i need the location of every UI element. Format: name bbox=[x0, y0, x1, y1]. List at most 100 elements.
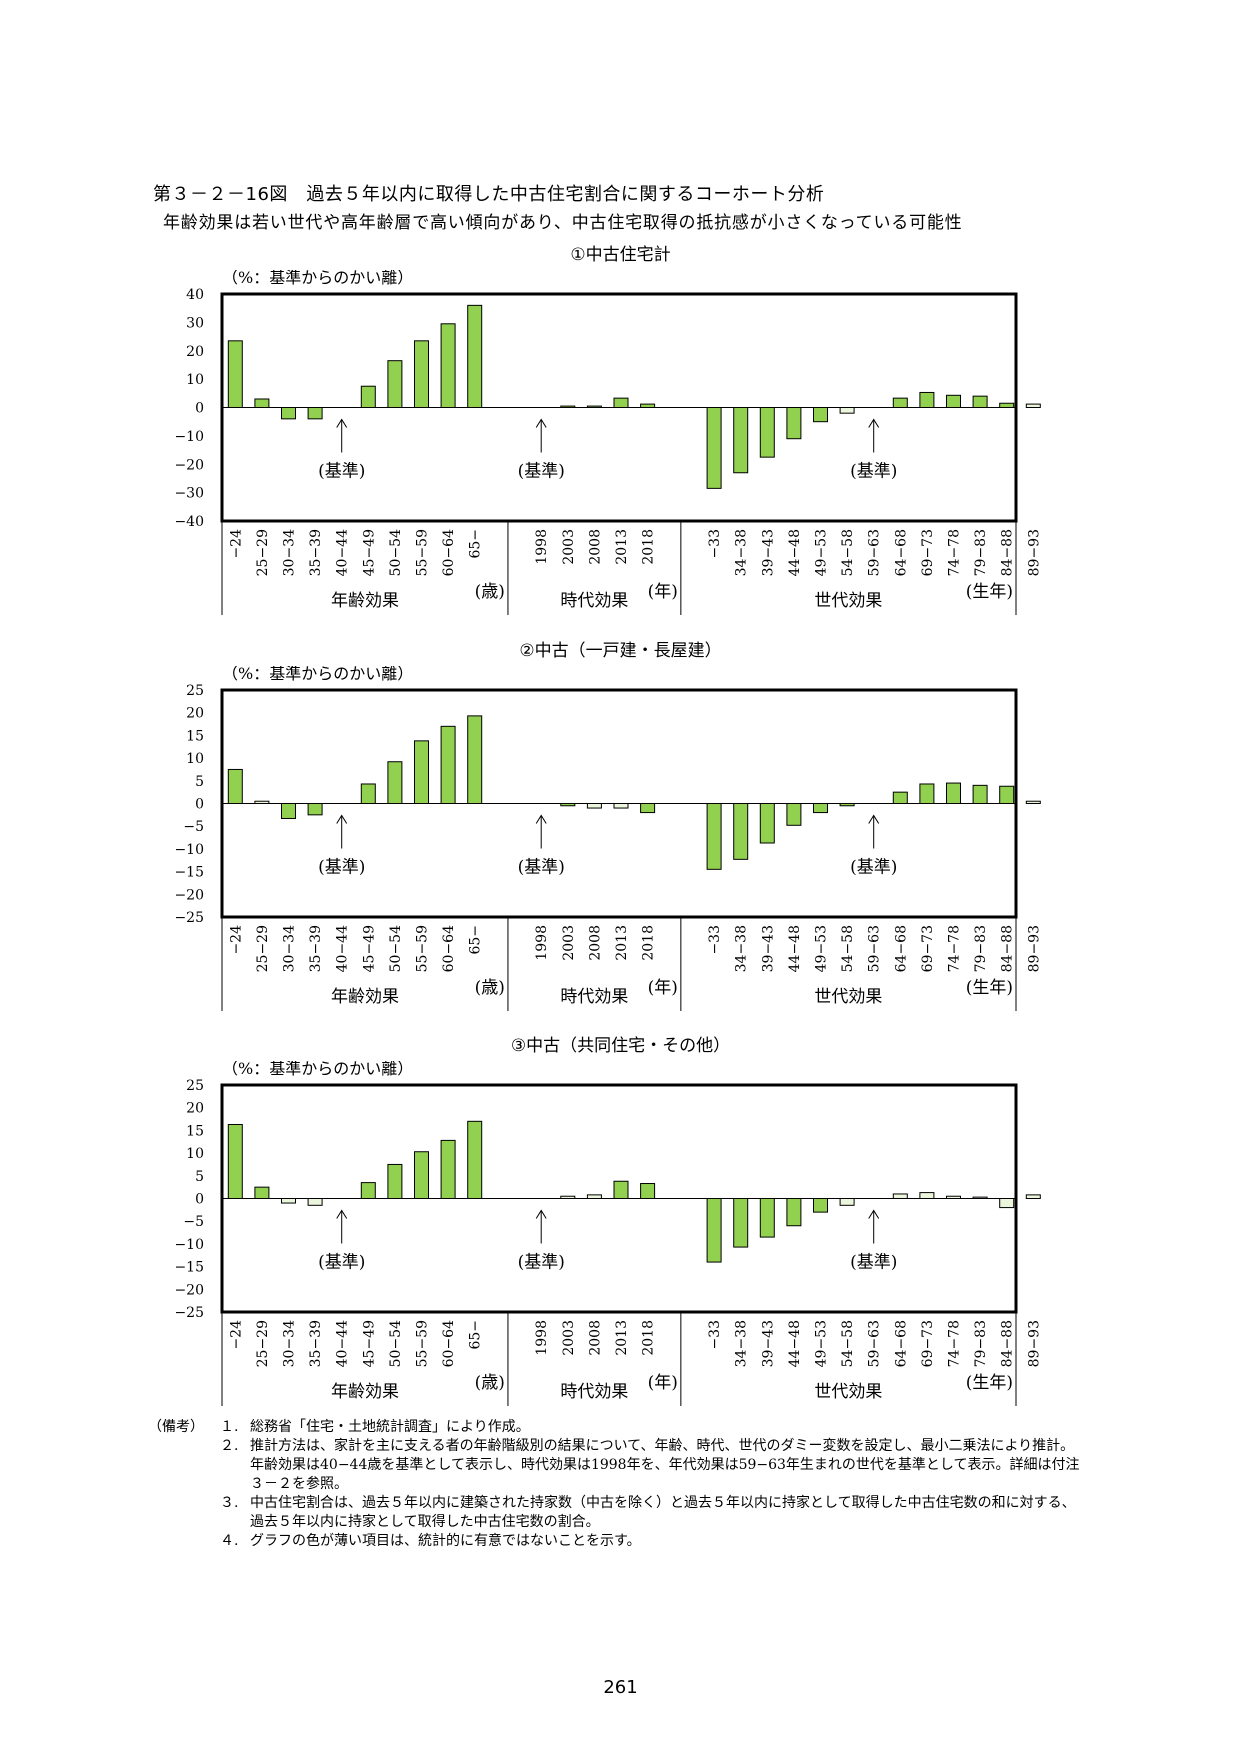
x-tick-label: 74−78 bbox=[947, 925, 963, 972]
bar bbox=[254, 398, 270, 409]
group-unit-label: (年) bbox=[648, 1373, 678, 1393]
x-tick-label: 1998 bbox=[534, 1320, 550, 1356]
reference-label: (基準) bbox=[318, 858, 365, 878]
x-tick-label: −24 bbox=[228, 529, 244, 559]
bar bbox=[892, 1193, 908, 1200]
bar bbox=[733, 1198, 749, 1248]
y-tick-label: 10 bbox=[186, 751, 204, 767]
bar bbox=[613, 803, 629, 809]
note-number: ４. bbox=[220, 1533, 239, 1549]
group-unit-label: (年) bbox=[648, 978, 678, 998]
bar bbox=[360, 1182, 376, 1200]
bar bbox=[786, 803, 802, 826]
group-unit-label: (生年) bbox=[966, 582, 1013, 602]
y-unit-label: （%：基準からのかい離） bbox=[222, 666, 413, 683]
x-tick-label: 84−88 bbox=[1000, 1320, 1016, 1367]
x-tick-label: 59−63 bbox=[867, 529, 883, 576]
y-tick-label: 25 bbox=[186, 1078, 204, 1094]
x-tick-label: 2013 bbox=[614, 1320, 630, 1356]
x-tick-label: 79−83 bbox=[973, 529, 989, 576]
x-tick-label: 65− bbox=[468, 1320, 484, 1350]
y-tick-label: 10 bbox=[186, 1146, 204, 1162]
x-tick-label: 2013 bbox=[614, 529, 630, 565]
y-tick-label: −10 bbox=[174, 429, 204, 445]
group-label: 年齢効果 bbox=[331, 987, 399, 1007]
reference-arrowhead bbox=[336, 1209, 348, 1219]
group-unit-label: (歳) bbox=[475, 582, 505, 602]
x-tick-label: 69−73 bbox=[920, 925, 936, 972]
x-tick-label: 55−59 bbox=[415, 925, 431, 972]
x-tick-label: 2008 bbox=[587, 529, 603, 565]
x-tick-label: 25−29 bbox=[255, 529, 271, 576]
reference-arrowhead bbox=[535, 418, 547, 428]
x-tick-label: 35−39 bbox=[308, 925, 324, 972]
bar bbox=[999, 1198, 1015, 1209]
bar bbox=[972, 784, 988, 804]
notes: （備考） １. 総務省「住宅・土地統計調査」により作成。 ２. 推計方法は、家計… bbox=[148, 1418, 1088, 1551]
x-tick-label: 84−88 bbox=[1000, 925, 1016, 972]
bar bbox=[1025, 403, 1041, 409]
y-unit-label: （%：基準からのかい離） bbox=[222, 270, 413, 287]
x-tick-label: 60−64 bbox=[441, 1320, 457, 1367]
x-tick-label: 45−49 bbox=[361, 529, 377, 576]
bar bbox=[839, 803, 855, 807]
reference-arrowhead bbox=[535, 814, 547, 824]
group-label: 年齢効果 bbox=[331, 591, 399, 611]
bar bbox=[786, 1198, 802, 1227]
bar bbox=[227, 1123, 243, 1199]
bar bbox=[706, 803, 722, 870]
x-tick-label: 2018 bbox=[641, 1320, 657, 1356]
bar bbox=[440, 1139, 456, 1199]
bar bbox=[387, 360, 403, 408]
x-tick-label: 64−68 bbox=[893, 1320, 909, 1367]
x-tick-label: 74−78 bbox=[947, 1320, 963, 1367]
bar bbox=[733, 407, 749, 474]
chart-3-title: ③中古（共同住宅・その他） bbox=[510, 1036, 731, 1056]
x-tick-label: −33 bbox=[707, 925, 723, 955]
bar bbox=[999, 785, 1015, 805]
chart-2-detached-row-houses: （%：基準からのかい離） 25 20 15 10 5 0 −5 −10 −15 −20 −25 (基準)… bbox=[174, 666, 1042, 1011]
y-tick-label: 15 bbox=[186, 1123, 204, 1139]
chart-1-total-used-housing: （%：基準からのかい離） 40 30 20 10 0 −10 −20 −30 −40 (基準) (基準… bbox=[174, 270, 1042, 615]
chart-3-apartments-other: （%：基準からのかい離） 25 20 15 10 5 0 −5 −10 −15 −20 −25 (基準)… bbox=[174, 1061, 1042, 1406]
y-tick-label: 20 bbox=[186, 344, 204, 360]
bar bbox=[640, 1183, 656, 1199]
reference-label: (基準) bbox=[318, 1253, 365, 1273]
y-tick-label: 0 bbox=[195, 401, 204, 417]
bar bbox=[414, 740, 429, 804]
bar bbox=[227, 768, 243, 804]
reference-arrowhead bbox=[868, 1209, 880, 1219]
bar bbox=[254, 800, 270, 804]
x-tick-label: 25−29 bbox=[255, 925, 271, 972]
bar bbox=[227, 340, 243, 408]
bar bbox=[813, 803, 828, 814]
x-tick-label: 40−44 bbox=[335, 1320, 351, 1367]
x-tick-label: 2013 bbox=[614, 925, 630, 961]
x-tick-label: 65− bbox=[468, 925, 484, 955]
page-number: 261 bbox=[603, 1677, 638, 1698]
figure-title: 第３－２－16図 過去５年以内に取得した中古住宅割合に関するコーホート分析 bbox=[153, 184, 825, 205]
y-tick-label: 20 bbox=[186, 1101, 204, 1117]
x-tick-label: 44−48 bbox=[787, 925, 803, 972]
bar bbox=[1025, 800, 1041, 804]
bar bbox=[759, 407, 775, 458]
x-tick-label: 39−43 bbox=[760, 925, 776, 972]
y-tick-label: −40 bbox=[174, 514, 204, 530]
reference-label: (基準) bbox=[518, 1253, 565, 1273]
x-tick-label: 34−38 bbox=[734, 529, 750, 576]
bar bbox=[813, 407, 828, 423]
x-tick-label: 1998 bbox=[534, 529, 550, 565]
note-number: １. bbox=[220, 1419, 239, 1435]
bar bbox=[360, 783, 376, 804]
notes-label: （備考） bbox=[148, 1419, 204, 1435]
note-text: グラフの色が薄い項目は、統計的に有意ではないことを示す。 bbox=[250, 1533, 641, 1549]
x-tick-label: 50−54 bbox=[388, 529, 404, 576]
x-tick-label: 84−88 bbox=[1000, 529, 1016, 576]
note-text: 総務省「住宅・土地統計調査」により作成。 bbox=[250, 1419, 530, 1435]
x-tick-label: 89−93 bbox=[1026, 529, 1042, 576]
reference-label: (基準) bbox=[318, 462, 365, 482]
bar bbox=[640, 403, 656, 409]
y-unit-label: （%：基準からのかい離） bbox=[222, 1061, 413, 1078]
x-tick-label: 60−64 bbox=[441, 529, 457, 576]
x-tick-label: 40−44 bbox=[335, 925, 351, 972]
